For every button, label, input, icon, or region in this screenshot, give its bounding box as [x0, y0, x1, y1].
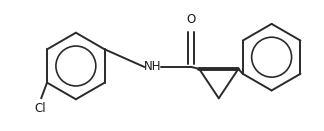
Text: O: O [187, 13, 196, 26]
Text: Cl: Cl [34, 102, 46, 115]
Text: NH: NH [144, 61, 161, 73]
